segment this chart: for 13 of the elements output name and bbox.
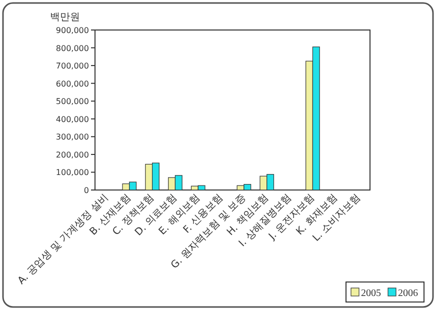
y-tick-label: 800,000 — [56, 44, 89, 53]
y-tick-label: 600,000 — [56, 79, 89, 88]
y-tick-label: 0 — [84, 186, 89, 195]
y-tick-label: 900,000 — [56, 26, 89, 35]
legend-label: 2006 — [398, 288, 418, 299]
y-tick-label: 200,000 — [56, 150, 89, 160]
y-tick-label: 300,000 — [56, 132, 89, 142]
legend-label: 2005 — [361, 288, 381, 299]
y-tick-label: 500,000 — [56, 97, 89, 106]
y-axis-title: 백만원 — [50, 12, 80, 23]
y-tick-label: 400,000 — [56, 114, 89, 124]
y-tick-label: 700,000 — [56, 62, 89, 71]
y-tick-label: 100,000 — [56, 168, 89, 178]
